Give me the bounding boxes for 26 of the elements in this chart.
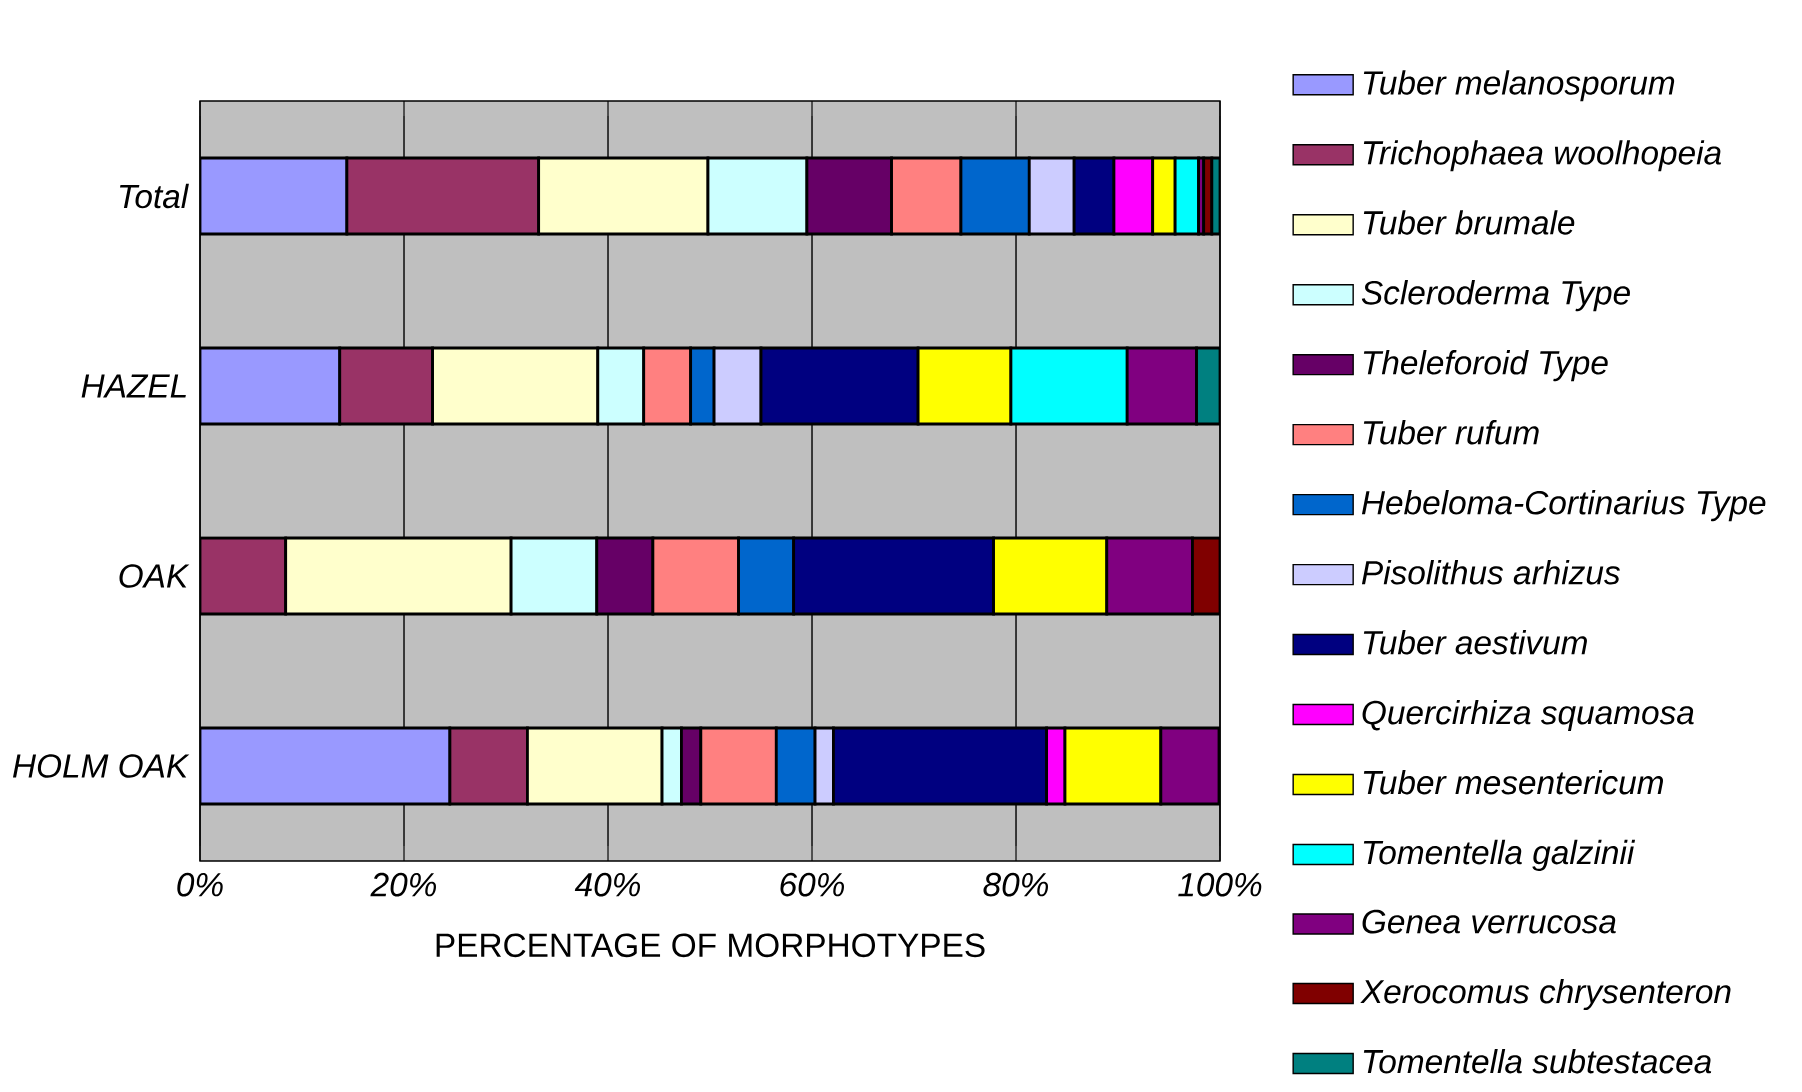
x-tick-label: 100% <box>1178 872 1262 897</box>
legend-label: Hebeloma-Cortinarius Type <box>1361 489 1766 522</box>
legend-label: Tuber mesentericum <box>1363 769 1664 795</box>
legend-label: Pisolithus arhizus <box>1361 559 1620 585</box>
legend-label: Xerocomus chrysenteron <box>1360 978 1731 1010</box>
x-tick-label: 20% <box>370 872 436 897</box>
legend-label: Theleforoid Type <box>1363 349 1608 382</box>
legend-label: Quercirhiza squamosa <box>1362 699 1694 731</box>
legend-label: Tuber melanosporum <box>1363 70 1675 102</box>
x-axis-title: PERCENTAGE OF MORPHOTYPES <box>436 933 985 958</box>
legend-label: Tuber aestivum <box>1363 629 1587 655</box>
legend-label: Genea verrucosa <box>1362 909 1616 934</box>
legend-label: Tomentella galzinii <box>1363 839 1636 871</box>
y-tick-label: OAK <box>119 564 190 588</box>
legend-label: Scleroderma Type <box>1361 280 1630 312</box>
legend-label: Trichophaea woolhopeia <box>1363 140 1721 172</box>
x-tick-label: 0% <box>177 872 223 897</box>
legend-label: Tuber brumale <box>1363 210 1575 235</box>
x-tick-label: 40% <box>574 872 640 897</box>
legend-label: Tomentella subtestacea <box>1363 1048 1712 1074</box>
x-tick-label: 60% <box>780 872 845 897</box>
y-tick-label: HAZEL <box>81 374 186 398</box>
x-tick-label: 80% <box>983 872 1049 897</box>
y-tick-label: HOLM OAK <box>12 754 190 778</box>
legend-label: Tuber rufum <box>1363 419 1539 445</box>
y-tick-label: Total <box>119 183 189 209</box>
